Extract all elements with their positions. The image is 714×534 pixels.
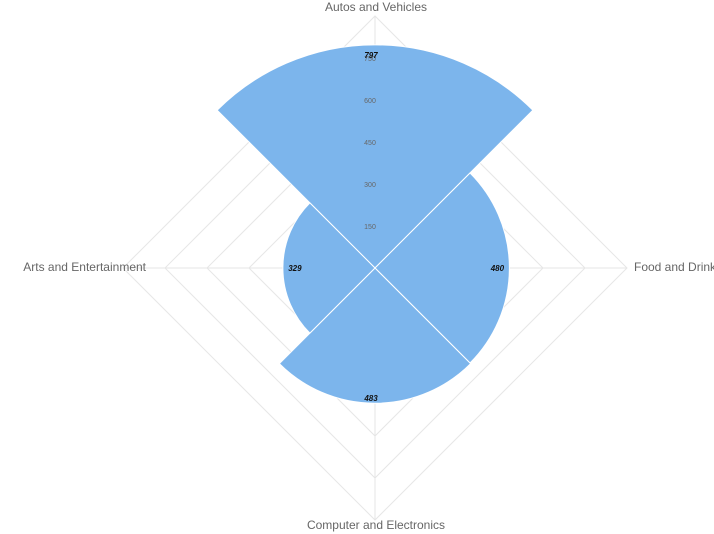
data-labels: 797 480 483 329 — [288, 51, 504, 403]
r-tick-label: 600 — [364, 98, 376, 105]
category-label-food-and-drink: Food and Drink — [634, 260, 714, 274]
category-label-computer-and-electronics: Computer and Electronics — [307, 518, 445, 532]
r-tick-label: 300 — [364, 182, 376, 189]
radial-tick-labels: 150 300 450 600 750 — [364, 56, 376, 231]
data-label-food-and-drink: 480 — [490, 264, 505, 273]
r-tick-label: 750 — [364, 56, 376, 63]
category-label-arts-and-entertainment: Arts and Entertainment — [23, 260, 146, 274]
data-label-autos-and-vehicles: 797 — [364, 51, 378, 60]
data-label-arts-and-entertainment: 329 — [288, 264, 302, 273]
category-labels: Autos and Vehicles Food and Drink Computer… — [23, 0, 714, 532]
sector-arts-and-entertainment[interactable] — [282, 202, 376, 334]
sectors — [216, 44, 534, 404]
r-tick-label: 450 — [364, 140, 376, 147]
sector-computer-and-electronics[interactable] — [278, 267, 472, 404]
sector-autos-and-vehicles[interactable] — [216, 44, 534, 269]
data-label-computer-and-electronics: 483 — [363, 394, 378, 403]
r-tick-label: 150 — [364, 224, 376, 231]
category-label-autos-and-vehicles: Autos and Vehicles — [325, 0, 427, 14]
sector-food-and-drink[interactable] — [374, 172, 510, 364]
